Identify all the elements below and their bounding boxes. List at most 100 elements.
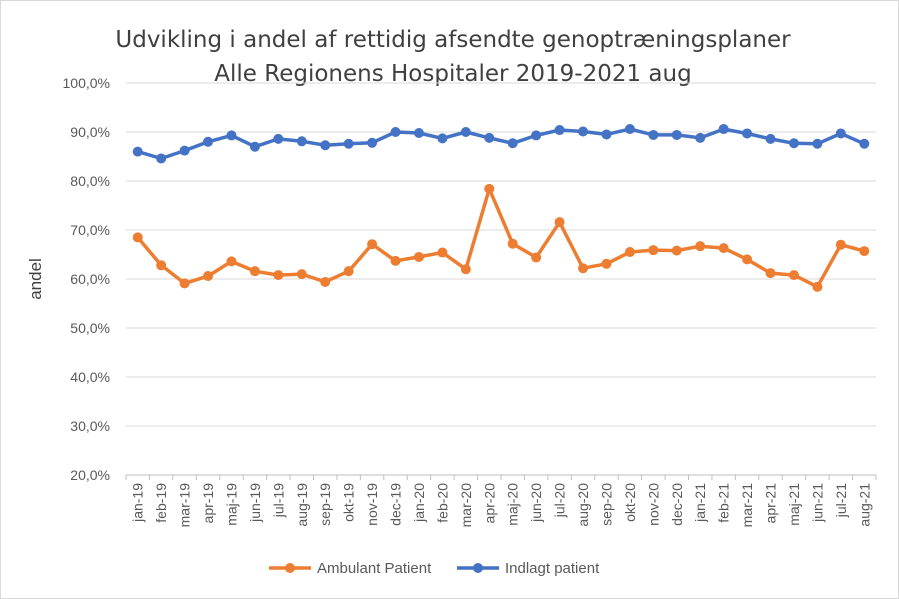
data-point bbox=[484, 132, 495, 143]
data-point bbox=[156, 260, 167, 271]
data-point bbox=[413, 127, 424, 138]
x-tick-label: mar-20 bbox=[458, 483, 474, 528]
data-point bbox=[531, 130, 542, 141]
x-tick-label: feb-21 bbox=[716, 483, 732, 523]
data-point bbox=[460, 127, 471, 137]
x-tick-label: mar-19 bbox=[177, 483, 193, 528]
x-tick-label: aug-19 bbox=[294, 483, 310, 527]
x-tick-label: apr-19 bbox=[200, 483, 216, 524]
data-point bbox=[273, 133, 284, 144]
data-point bbox=[859, 246, 870, 257]
data-point bbox=[249, 266, 260, 277]
data-point bbox=[507, 238, 518, 249]
series-line bbox=[136, 187, 865, 289]
data-point bbox=[179, 145, 190, 156]
data-point bbox=[460, 264, 471, 275]
data-point bbox=[531, 252, 542, 263]
data-point bbox=[648, 129, 659, 140]
data-point bbox=[132, 146, 143, 157]
x-tick-label: sep-19 bbox=[317, 483, 333, 526]
data-point bbox=[765, 268, 776, 279]
x-axis-ticks: jan-19 feb-19 mar-19 apr-19 maj-19 jun-19 jul-… bbox=[125, 475, 877, 528]
x-tick-label: jul-21 bbox=[833, 483, 849, 518]
data-point bbox=[507, 138, 518, 149]
data-point bbox=[320, 276, 331, 287]
x-tick-label: feb-20 bbox=[434, 483, 450, 523]
legend-swatch-marker bbox=[473, 563, 483, 573]
y-tick-label: 80,0% bbox=[70, 173, 110, 189]
chart-title: Udvikling i andel af rettidig afsendte g… bbox=[115, 27, 791, 53]
y-tick-label: 50,0% bbox=[70, 320, 110, 336]
data-point bbox=[812, 281, 823, 292]
legend-swatch-marker bbox=[285, 563, 295, 573]
x-tick-label: jan-20 bbox=[411, 483, 427, 523]
data-point bbox=[835, 128, 846, 139]
x-tick-label: jun-20 bbox=[528, 483, 544, 523]
data-point bbox=[249, 141, 260, 152]
data-point bbox=[203, 136, 214, 147]
series-line bbox=[137, 127, 866, 161]
y-tick-label: 90,0% bbox=[70, 124, 110, 140]
y-axis-title: andel bbox=[26, 258, 45, 300]
x-tick-label: dec-20 bbox=[669, 483, 685, 526]
data-point bbox=[695, 132, 706, 143]
y-axis-ticks: 20,0% 30,0% 40,0% 50,0% 60,0% 70,0% 80,0% 90,0%… bbox=[63, 75, 110, 483]
data-point bbox=[179, 278, 190, 289]
data-point bbox=[765, 133, 776, 144]
x-tick-label: okt-19 bbox=[341, 483, 357, 522]
x-tick-label: feb-19 bbox=[153, 483, 169, 523]
x-tick-label: dec-19 bbox=[388, 483, 404, 526]
y-tick-label: 20,0% bbox=[70, 467, 110, 483]
legend: Ambulant Patient Indlagt patient bbox=[269, 560, 600, 577]
data-point bbox=[788, 270, 799, 281]
x-tick-label: maj-20 bbox=[505, 483, 521, 526]
x-tick-label: nov-19 bbox=[364, 483, 380, 526]
x-tick-label: apr-20 bbox=[481, 483, 497, 524]
legend-label: Ambulant Patient bbox=[317, 560, 432, 577]
data-point bbox=[367, 239, 378, 250]
y-tick-label: 60,0% bbox=[70, 271, 110, 287]
x-tick-label: sep-20 bbox=[598, 483, 614, 526]
y-tick-label: 70,0% bbox=[70, 222, 110, 238]
x-tick-label: aug-20 bbox=[575, 483, 591, 527]
y-tick-label: 100,0% bbox=[63, 75, 110, 91]
data-point bbox=[671, 129, 682, 140]
data-point bbox=[437, 133, 448, 144]
x-tick-label: jul-19 bbox=[270, 483, 286, 518]
data-point bbox=[320, 140, 331, 151]
data-point bbox=[156, 153, 167, 164]
data-point bbox=[273, 270, 284, 281]
data-point bbox=[296, 136, 307, 147]
data-point bbox=[578, 126, 589, 137]
x-tick-label: nov-20 bbox=[645, 483, 661, 526]
data-point bbox=[601, 129, 612, 140]
data-point bbox=[578, 263, 589, 274]
data-point bbox=[554, 125, 565, 136]
x-tick-label: jun-21 bbox=[809, 483, 825, 523]
data-point bbox=[343, 138, 354, 149]
data-point bbox=[788, 138, 799, 149]
x-tick-label: mar-21 bbox=[739, 483, 755, 528]
data-point bbox=[390, 127, 401, 137]
data-point bbox=[554, 217, 565, 228]
data-point bbox=[203, 271, 214, 282]
data-point bbox=[484, 183, 495, 194]
data-point bbox=[624, 247, 635, 258]
series-1 bbox=[132, 124, 870, 164]
data-point bbox=[671, 245, 682, 256]
data-point bbox=[648, 245, 659, 256]
x-tick-label: jan-21 bbox=[692, 483, 708, 523]
x-tick-label: maj-19 bbox=[223, 483, 239, 526]
legend-label: Indlagt patient bbox=[505, 560, 600, 577]
data-point bbox=[413, 251, 424, 262]
legend-item: Indlagt patient bbox=[457, 560, 600, 577]
x-tick-label: jun-19 bbox=[247, 483, 263, 523]
data-point bbox=[367, 137, 378, 148]
x-tick-label: apr-21 bbox=[763, 483, 779, 524]
series-0 bbox=[132, 183, 870, 292]
data-point bbox=[718, 124, 729, 135]
data-point bbox=[296, 269, 307, 280]
data-point bbox=[835, 239, 846, 250]
data-point bbox=[695, 241, 706, 252]
